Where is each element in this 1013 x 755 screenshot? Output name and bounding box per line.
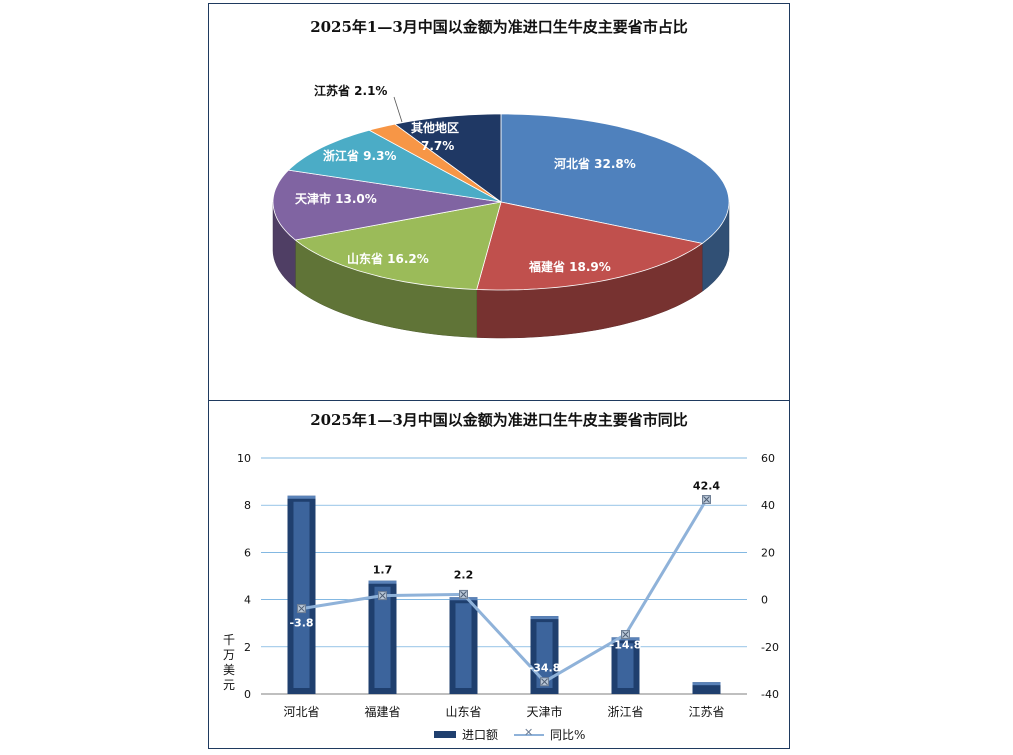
yoy-marker-1 [378,591,387,601]
yoy-line [301,498,708,684]
pie-slice-5 [368,123,502,203]
pie-slice-1 [476,201,704,291]
y-tick-label: 6 [244,546,251,559]
yoy-marker-5 [702,495,711,505]
pie-label-4: 浙江省 9.3% [323,148,396,163]
pie-slice-4 [287,129,502,203]
pie-slice-3 [272,169,502,241]
y-tick-label: 2 [244,641,251,654]
pie-leader-line [393,96,403,123]
pie-label-3: 天津市 13.0% [295,191,377,206]
x-tick-label: 浙江省 [607,705,643,719]
yoy-data-label: -14.8 [610,639,642,652]
yoy-marker-0 [297,604,306,614]
chart-legend: 进口额 同比% [434,726,585,743]
yoy-data-label: 1.7 [373,564,393,577]
pie-label-5: 江苏省 2.1% [314,83,387,98]
pie-label-2: 山东省 16.2% [347,251,429,266]
x-tick-label: 江苏省 [688,705,724,719]
y-tick-label: 10 [237,452,251,465]
pie-label-0: 河北省 32.8% [553,156,636,171]
bar-4 [611,637,640,694]
legend-bar-swatch [434,731,456,738]
y2-tick-label: 20 [761,546,775,559]
yoy-data-label: -3.8 [289,617,313,630]
x-tick-label: 天津市 [526,704,562,719]
pie-label-6-value: 7.7% [421,139,454,153]
y-axis-label: 万 [223,648,235,662]
y-tick-label: 0 [244,688,251,701]
pie-chart: 河北省 32.8% 福建省 18.9% 山东省 16.2% 天津市 13.0% 浙江省 … [272,83,730,339]
yoy-data-label: 2.2 [454,568,474,581]
x-tick-label: 山东省 [445,705,481,719]
yoy-data-label: -34.8 [529,662,561,675]
bar-chart-title: 2025年1—3月中国以金额为准进口生牛皮主要省市同比 [310,411,688,429]
pie-slice-0 [500,113,730,244]
y2-tick-label: 60 [761,452,775,465]
yoy-marker-4 [621,630,630,640]
panel-divider [209,400,789,401]
y2-tick-label: 0 [761,594,768,607]
y-axis-label: 美 [223,663,235,677]
pie-label-6: 其他地区 [411,120,459,135]
chart-frame: 2025年1—3月中国以金额为准进口生牛皮主要省市占比 河北省 32.8% 福建省… [208,3,790,749]
pie-slice-2 [294,201,502,290]
y2-tick-label: -40 [761,688,779,701]
x-tick-label: 福建省 [364,704,400,719]
pie-chart-title: 2025年1—3月中国以金额为准进口生牛皮主要省市占比 [310,18,688,36]
yoy-marker-3 [540,677,549,687]
y-axis-label: 元 [223,678,235,692]
legend-line-swatch [514,726,545,741]
bar-2 [449,597,478,694]
bar-0 [287,495,316,694]
y-tick-label: 8 [244,499,251,512]
yoy-marker-2 [459,589,468,599]
y-tick-label: 4 [244,594,251,607]
y2-tick-label: -20 [761,641,779,654]
bar-5 [692,682,721,694]
y-axis-label: 千 [223,633,235,647]
pie-label-1: 福建省 18.9% [528,259,611,274]
pie-slice-6 [393,113,502,203]
y2-tick-label: 40 [761,499,775,512]
legend-label-yoy: 同比% [550,728,586,742]
yoy-data-label: 42.4 [693,480,720,493]
legend-label-import: 进口额 [462,728,499,742]
x-tick-label: 河北省 [283,705,319,719]
